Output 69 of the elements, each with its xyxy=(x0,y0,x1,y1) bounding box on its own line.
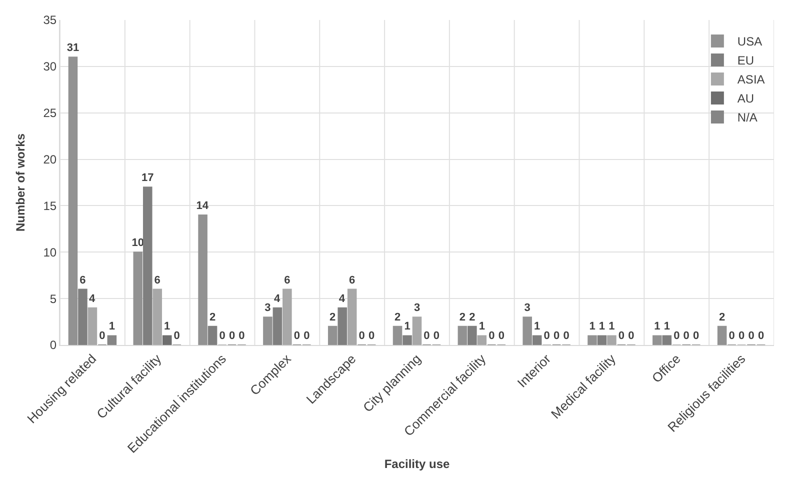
y-tick-label: 15 xyxy=(43,198,57,213)
data-label: 0 xyxy=(174,330,180,342)
y-axis-title: Number of works xyxy=(14,133,28,232)
data-label: 2 xyxy=(469,311,476,324)
data-label: 6 xyxy=(154,274,160,286)
data-label: 0 xyxy=(358,330,365,342)
data-label: 0 xyxy=(544,330,550,342)
data-label: 1 xyxy=(598,320,606,333)
data-label: 6 xyxy=(80,274,86,286)
y-tick-label: 30 xyxy=(43,60,57,74)
data-label: 0 xyxy=(728,330,735,342)
data-label: 0 xyxy=(238,330,245,342)
data-label: 0 xyxy=(498,330,504,342)
data-label: 1 xyxy=(654,320,660,333)
data-label: 0 xyxy=(618,330,625,342)
data-label: 1 xyxy=(589,320,596,333)
y-tick-label: 10 xyxy=(43,245,57,260)
data-label: 14 xyxy=(196,200,210,212)
data-label: 0 xyxy=(553,330,560,342)
data-label: 4 xyxy=(274,292,281,305)
data-label: 17 xyxy=(142,172,154,184)
y-tick-label: 35 xyxy=(43,13,57,28)
legend-label: EU xyxy=(737,54,754,68)
data-label: 0 xyxy=(563,330,570,342)
data-label: 2 xyxy=(209,311,216,324)
data-label: 2 xyxy=(719,311,726,324)
data-label: 0 xyxy=(219,330,226,342)
data-label: 0 xyxy=(99,330,106,342)
data-label: 3 xyxy=(524,302,530,314)
data-label: 0 xyxy=(228,330,236,342)
y-tick-label: 20 xyxy=(43,152,57,166)
data-label: 2 xyxy=(330,311,336,324)
data-label: 6 xyxy=(284,274,290,286)
data-label: 1 xyxy=(404,320,410,333)
data-label: 4 xyxy=(338,292,346,305)
data-label: 0 xyxy=(294,330,300,342)
data-label: 0 xyxy=(748,330,754,342)
data-label: 0 xyxy=(433,330,440,342)
y-tick-label: 5 xyxy=(50,292,57,306)
data-label: 4 xyxy=(88,292,96,305)
data-label: 3 xyxy=(414,302,420,314)
data-label: 1 xyxy=(478,320,485,333)
data-label: 3 xyxy=(264,302,271,314)
legend-label: N/A xyxy=(737,110,758,125)
data-label: 1 xyxy=(108,320,115,333)
data-label: 0 xyxy=(488,330,495,342)
data-label: 0 xyxy=(738,330,745,342)
data-label: 0 xyxy=(304,330,310,342)
y-tick-label: 25 xyxy=(43,106,57,120)
data-label: 0 xyxy=(693,330,700,342)
data-label: 2 xyxy=(394,311,401,324)
data-label: 1 xyxy=(664,320,670,333)
data-label: 1 xyxy=(534,320,540,333)
legend-label: AU xyxy=(737,92,754,106)
data-label: 0 xyxy=(424,330,430,342)
data-label: 0 xyxy=(628,330,634,342)
data-label: 0 xyxy=(683,330,690,342)
data-label: 31 xyxy=(66,42,80,54)
data-label: 1 xyxy=(164,320,170,333)
data-label: 6 xyxy=(349,274,356,286)
data-label: 0 xyxy=(758,330,764,342)
legend-label: ASIA xyxy=(737,72,765,87)
data-label: 2 xyxy=(459,311,466,324)
data-label: 1 xyxy=(608,320,615,333)
y-tick-label: 0 xyxy=(50,338,57,352)
legend-label: USA xyxy=(737,34,762,49)
data-label: 0 xyxy=(674,330,680,342)
x-axis-title: Facility use xyxy=(384,456,450,471)
data-label: 0 xyxy=(368,330,375,342)
